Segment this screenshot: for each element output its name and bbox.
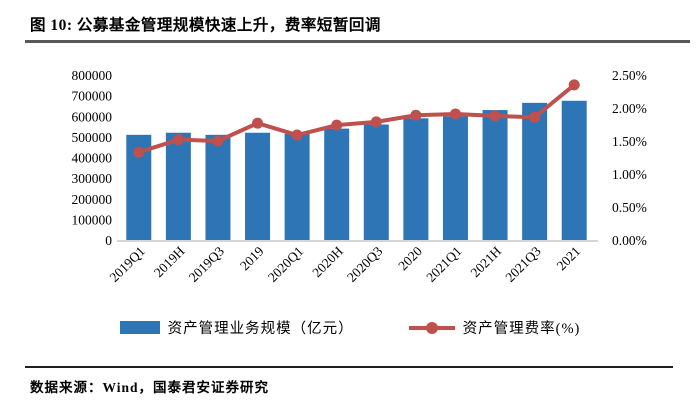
line-marker <box>568 79 580 91</box>
chart-legend: 资产管理业务规模（亿元） 资产管理费率(%) <box>0 317 700 338</box>
line-marker <box>370 116 382 128</box>
x-axis-label: 2021 <box>554 244 584 274</box>
y-axis-right-tick-label: 1.00% <box>612 167 647 182</box>
y-axis-left-tick-label: 400000 <box>72 151 113 166</box>
line-marker <box>449 108 461 120</box>
bar <box>363 124 389 240</box>
line-marker <box>212 135 224 147</box>
y-axis-left-tick-label: 300000 <box>72 171 113 186</box>
bar <box>205 134 231 240</box>
x-axis-label: 2020Q1 <box>265 244 306 285</box>
x-axis-label: 2021Q3 <box>502 243 544 285</box>
x-axis-label: 2019Q1 <box>107 244 148 285</box>
line-marker <box>252 117 264 129</box>
bar <box>165 132 191 240</box>
x-axis-label: 2020H <box>309 243 346 280</box>
legend-item-line-series: 资产管理费率(%) <box>408 317 581 338</box>
line-marker <box>172 134 184 146</box>
data-source: 数据来源：Wind，国泰君安证券研究 <box>30 380 270 395</box>
y-axis-left-tick-label: 500000 <box>72 130 113 145</box>
x-axis-label: 2019 <box>237 243 267 273</box>
x-axis-label: 2020Q3 <box>344 243 386 285</box>
line-marker <box>410 109 422 121</box>
bar-series-swatch <box>119 321 160 334</box>
footer-divider <box>25 366 673 368</box>
bar <box>284 133 310 240</box>
bar <box>561 100 587 240</box>
line-swatch-marker <box>425 321 438 334</box>
line-marker <box>489 110 501 122</box>
x-axis-label: 2021H <box>468 243 505 280</box>
line-marker <box>133 146 145 158</box>
bar <box>324 128 350 240</box>
y-axis-left-tick-label: 100000 <box>72 212 113 227</box>
x-axis-label: 2019H <box>151 243 188 280</box>
bar <box>245 132 271 240</box>
line-series-swatch <box>408 321 455 334</box>
title-divider <box>25 40 690 43</box>
y-axis-right-tick-label: 2.00% <box>612 101 647 116</box>
y-axis-left-tick-label: 0 <box>105 233 112 248</box>
line-marker <box>291 129 303 141</box>
line-marker <box>331 119 343 131</box>
y-axis-left-tick-label: 800000 <box>72 68 113 83</box>
y-axis-right-tick-label: 0.00% <box>612 233 647 248</box>
legend-item-bar-series: 资产管理业务规模（亿元） <box>119 317 354 338</box>
x-axis-label: 2020 <box>395 243 425 273</box>
line-series <box>133 79 580 158</box>
line-path <box>138 83 576 155</box>
bar <box>522 102 548 240</box>
figure-title: 图 10: 公募基金管理规模快速上升，费率短暂回调 <box>30 13 680 35</box>
y-axis-left-tick-label: 200000 <box>72 192 113 207</box>
line-marker <box>529 111 541 123</box>
y-axis-right-tick-label: 1.50% <box>612 134 647 149</box>
x-axis-label: 2019Q3 <box>186 243 228 285</box>
y-axis-right-tick-label: 2.50% <box>612 68 647 83</box>
figure-title-text: 公募基金管理规模快速上升，费率短暂回调 <box>76 17 381 34</box>
bar <box>442 116 468 240</box>
line-series-label: 资产管理费率(%) <box>462 321 581 337</box>
chart-svg: 0 100000 200000 300000 400000 500000 600000 700… <box>72 68 647 285</box>
bar <box>482 110 508 240</box>
y-axis-left-tick-label: 700000 <box>72 89 113 104</box>
y-axis-right-tick-label: 0.50% <box>612 200 647 215</box>
bar <box>403 118 429 240</box>
bar-series-label: 资产管理业务规模（亿元） <box>167 321 354 337</box>
y-axis-left-tick-label: 600000 <box>72 109 113 124</box>
x-axis-label: 2021Q1 <box>423 244 464 285</box>
bar-series <box>126 100 587 240</box>
figure-label: 图 10: <box>30 17 73 34</box>
